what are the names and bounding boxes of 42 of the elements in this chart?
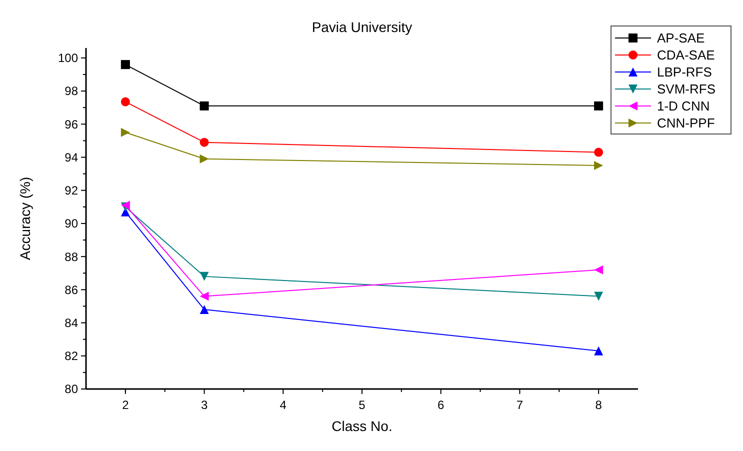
x-tick-label: 7 [516, 398, 524, 412]
point [200, 154, 209, 164]
legend-label: CDA-SAE [657, 48, 716, 63]
y-tick-label: 86 [64, 282, 78, 297]
point [120, 128, 130, 137]
x-tick-label: 4 [280, 398, 287, 412]
y-tick-label: 84 [64, 316, 78, 330]
point [594, 265, 604, 274]
x-tick-label: 6 [438, 398, 445, 412]
y-tick-label: 82 [64, 349, 78, 364]
point [120, 97, 130, 106]
chart-title: Pavia University [312, 19, 412, 35]
point [594, 148, 604, 157]
legend-label: LBP-RFS [657, 64, 712, 80]
y-tick-label: 90 [64, 216, 78, 231]
point [120, 60, 130, 70]
legend-label: 1-D CNN [657, 98, 710, 114]
point [200, 138, 209, 147]
point [200, 101, 209, 110]
point [200, 305, 209, 314]
y-tick-label: 94 [64, 150, 78, 164]
legend-label: AP-SAE [657, 30, 706, 46]
y-tick-label: 88 [64, 250, 78, 264]
point [200, 292, 209, 301]
y-tick-label: 96 [64, 117, 78, 132]
x-tick-label: 3 [200, 398, 208, 412]
point [594, 161, 604, 170]
point [200, 272, 209, 281]
y-axis-title: Accuracy (%) [17, 176, 33, 260]
y-tick-label: 100 [58, 51, 78, 66]
point [594, 292, 604, 301]
x-tick-label: 5 [358, 398, 366, 412]
y-tick-label: 92 [64, 184, 78, 198]
point [594, 101, 604, 110]
legend-label: CNN-PPF [657, 116, 715, 131]
x-tick-label: 8 [595, 398, 602, 412]
x-tick-label: 2 [122, 398, 130, 412]
point [594, 346, 604, 356]
y-tick-label: 98 [64, 84, 78, 98]
x-axis-title: Class No. [332, 418, 392, 434]
legend-label: SVM-RFS [657, 82, 716, 97]
y-tick-label: 80 [64, 382, 78, 396]
